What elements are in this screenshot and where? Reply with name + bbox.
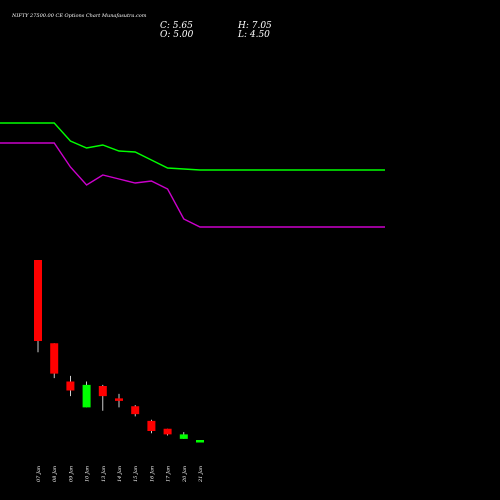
candle-10-Jan [82,381,91,408]
candle-07-Jan [34,260,42,353]
candle-09-Jan [66,375,75,397]
open-readout: O: 5.00 [160,30,194,40]
candle-body [115,398,123,401]
candle-body [34,260,42,341]
low-readout: L: 4.50 [237,30,270,40]
x-axis-labels: 07 Jan 08 Jan 09 Jan 10 Jan 13 Jan 14 Jan 15 J… [36,466,204,483]
x-tick-label: 13 Jan [101,466,107,482]
line-series-1 [0,122,385,171]
candle-body [82,384,91,408]
candle-21-Jan [196,440,204,443]
x-tick-label: 14 Jan [117,466,123,482]
x-tick-label: 07 Jan [36,466,42,482]
candle-body [98,386,107,397]
candle-body [147,420,156,431]
candle-body [163,428,172,435]
x-tick-label: 15 Jan [133,466,139,482]
candle-body [66,381,75,391]
candle-17-Jan [163,428,172,436]
candle-13-Jan [98,384,107,411]
x-tick-label: 21 Jan [198,466,204,483]
candle-body [131,406,140,415]
close-readout: C: 5.65 [160,21,193,31]
x-tick-label: 10 Jan [85,466,91,482]
x-tick-label: 09 Jan [68,466,74,482]
high-readout: H: 7.05 [237,21,272,31]
chart-title: NIFTY 27500.00 CE Options Chart Munafasu… [11,13,147,19]
candle-body [196,440,204,443]
x-tick-label: 20 Jan [182,466,188,483]
line-series-group [0,122,385,228]
x-tick-label: 08 Jan [52,466,58,482]
x-tick-label: 17 Jan [166,466,172,482]
candles-group [34,260,204,443]
candle-15-Jan [131,405,140,417]
line-series-2 [0,142,385,228]
candle-08-Jan [50,343,59,379]
x-tick-label: 16 Jan [149,466,155,482]
candle-body [179,434,188,439]
candle-16-Jan [147,419,156,434]
candle-body [50,343,59,374]
candle-14-Jan [115,393,123,408]
candle-20-Jan [179,432,188,439]
